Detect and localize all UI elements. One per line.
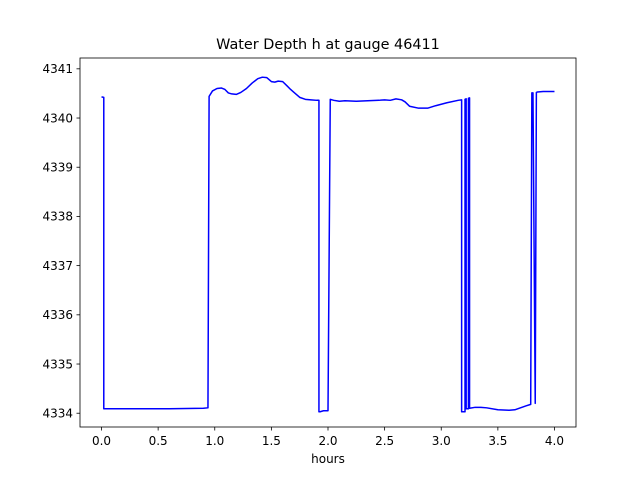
y-tick-label: 4335 bbox=[42, 357, 73, 371]
chart-title: Water Depth h at gauge 46411 bbox=[216, 37, 440, 53]
x-tick-label: 1.0 bbox=[205, 434, 224, 448]
y-tick-label: 4339 bbox=[42, 161, 73, 175]
x-tick-label: 2.0 bbox=[318, 434, 337, 448]
x-tick-label: 3.0 bbox=[432, 434, 451, 448]
y-tick-label: 4337 bbox=[42, 259, 73, 273]
y-tick-label: 4338 bbox=[42, 210, 73, 224]
x-tick-label: 3.5 bbox=[488, 434, 507, 448]
x-tick-label: 2.5 bbox=[375, 434, 394, 448]
x-tick-label: 4.0 bbox=[545, 434, 564, 448]
y-tick-label: 4336 bbox=[42, 308, 73, 322]
x-tick-label: 0.5 bbox=[149, 434, 168, 448]
y-tick-label: 4340 bbox=[42, 111, 73, 125]
plot-area bbox=[101, 76, 555, 413]
y-tick-label: 4334 bbox=[42, 407, 73, 421]
series-line bbox=[101, 76, 555, 413]
x-tick-label: 0.0 bbox=[92, 434, 111, 448]
y-tick-label: 4341 bbox=[42, 62, 73, 76]
x-axis-label: hours bbox=[311, 452, 345, 466]
x-tick-label: 1.5 bbox=[262, 434, 281, 448]
plot-frame bbox=[79, 57, 577, 428]
axis-ticks: 0.0 0.5 1.0 1.5 2.0 2.5 3.0 3.5 4.0 4334 4335 4336 4… bbox=[42, 62, 564, 448]
